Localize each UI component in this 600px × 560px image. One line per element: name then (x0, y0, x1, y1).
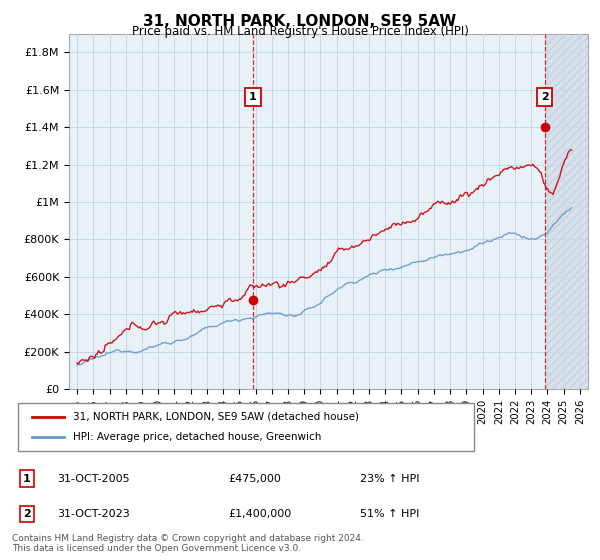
Text: 23% ↑ HPI: 23% ↑ HPI (360, 474, 419, 484)
Text: 2: 2 (541, 92, 548, 102)
Bar (545, 34, 588, 389)
Text: £475,000: £475,000 (228, 474, 281, 484)
Text: 51% ↑ HPI: 51% ↑ HPI (360, 509, 419, 519)
Text: Contains HM Land Registry data © Crown copyright and database right 2024.
This d: Contains HM Land Registry data © Crown c… (12, 534, 364, 553)
FancyBboxPatch shape (18, 403, 474, 451)
Text: 31-OCT-2005: 31-OCT-2005 (57, 474, 130, 484)
Text: 1: 1 (23, 474, 31, 484)
Text: 31, NORTH PARK, LONDON, SE9 5AW (detached house): 31, NORTH PARK, LONDON, SE9 5AW (detache… (73, 412, 359, 422)
Text: 31-OCT-2023: 31-OCT-2023 (57, 509, 130, 519)
Text: HPI: Average price, detached house, Greenwich: HPI: Average price, detached house, Gree… (73, 432, 321, 442)
Text: £1,400,000: £1,400,000 (228, 509, 291, 519)
Text: Price paid vs. HM Land Registry's House Price Index (HPI): Price paid vs. HM Land Registry's House … (131, 25, 469, 38)
Text: 1: 1 (249, 92, 257, 102)
Text: 31, NORTH PARK, LONDON, SE9 5AW: 31, NORTH PARK, LONDON, SE9 5AW (143, 14, 457, 29)
Text: 2: 2 (23, 509, 31, 519)
